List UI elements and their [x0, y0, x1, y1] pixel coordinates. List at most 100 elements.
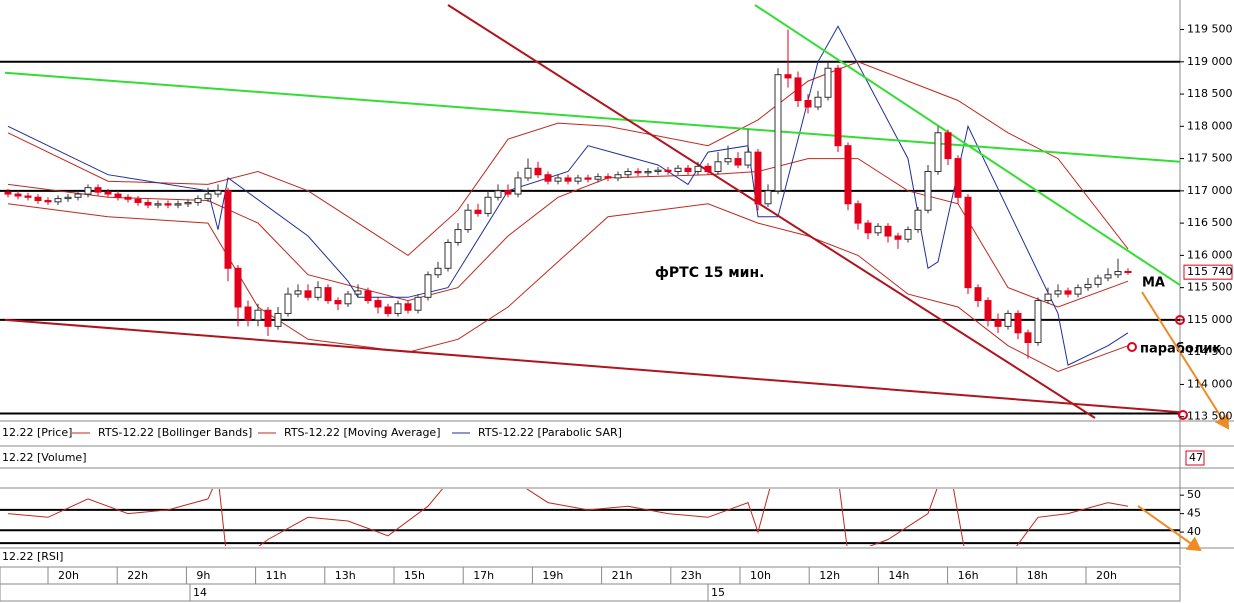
volume-value-box — [1185, 450, 1205, 466]
candle-body — [944, 132, 952, 160]
candle-body — [1124, 271, 1132, 274]
last-price-box — [1183, 264, 1233, 280]
last-price-label: 115 740 — [1187, 265, 1233, 278]
candle-body — [674, 167, 682, 172]
candle-body — [424, 274, 432, 298]
y-tick-label: 119 000 — [1187, 55, 1233, 68]
annotation: параболик — [1140, 342, 1221, 357]
y-tick-label: 115 000 — [1187, 313, 1233, 326]
candle-body — [654, 169, 662, 172]
bollinger-upper — [7, 61, 1129, 257]
candle-body — [604, 176, 612, 179]
day-label: 14 — [193, 586, 207, 599]
candle-body — [514, 177, 522, 195]
candle-body — [884, 225, 892, 237]
candle-body — [1054, 290, 1062, 295]
candle-body — [1014, 312, 1022, 334]
candle-body — [784, 74, 792, 79]
x-tick-label: 9h — [196, 569, 210, 582]
candle-body — [84, 187, 92, 195]
parabolic-sar — [7, 25, 1129, 366]
candle-body — [874, 225, 882, 234]
candle-body — [814, 96, 822, 108]
y-tick-label: 45 — [1187, 507, 1201, 520]
candle-body — [634, 170, 642, 174]
candle-body — [234, 267, 242, 308]
candle-body — [624, 170, 632, 176]
x-tick-label: 22h — [127, 569, 148, 582]
candle-body — [954, 158, 962, 198]
candle-body — [184, 201, 192, 205]
candle-body — [44, 200, 52, 203]
trendline — [4, 318, 1180, 414]
candle-body — [104, 191, 112, 195]
candle-body — [924, 170, 932, 211]
candle-body — [694, 165, 702, 172]
candle-body — [904, 229, 912, 240]
candle-body — [554, 177, 562, 182]
candle-body — [994, 319, 1002, 327]
x-tick-label: 17h — [473, 569, 494, 582]
candle-body — [984, 300, 992, 321]
marker-circle — [1127, 342, 1137, 352]
candle-body — [384, 306, 392, 314]
arrow — [1137, 505, 1202, 552]
candle-body — [934, 132, 942, 172]
candle-body — [854, 203, 862, 224]
candle-body — [544, 174, 552, 182]
candle-body — [4, 191, 12, 195]
y-tick-label: 116 000 — [1187, 248, 1233, 261]
candle-body — [244, 306, 252, 321]
candle-body — [1044, 293, 1052, 302]
candle-body — [174, 203, 182, 206]
candle-body — [764, 190, 772, 205]
candle-body — [724, 158, 732, 163]
candle-body — [594, 176, 602, 180]
candle-body — [1084, 283, 1092, 289]
candle-body — [24, 195, 32, 198]
candle-body — [164, 203, 172, 206]
x-tick-label: 10h — [750, 569, 771, 582]
candle-body — [214, 190, 222, 195]
x-tick-label: 14h — [888, 569, 909, 582]
y-tick-label: 113 500 — [1187, 410, 1233, 423]
candle-body — [1004, 312, 1012, 327]
candle-body — [154, 203, 162, 206]
candle-body — [444, 241, 452, 269]
rsi-label: 12.22 [RSI] — [2, 550, 63, 563]
candle-body — [844, 145, 852, 205]
arrow — [1141, 291, 1230, 430]
candle-body — [194, 198, 202, 203]
candle-body — [254, 309, 262, 321]
marker-circle — [1178, 410, 1188, 420]
candle-body — [64, 196, 72, 200]
candle-body — [364, 290, 372, 302]
candle-body — [754, 151, 762, 205]
candle-body — [404, 303, 412, 311]
candle-body — [644, 170, 652, 174]
candle-body — [834, 67, 842, 147]
candle-body — [744, 151, 752, 166]
candle-body — [824, 67, 832, 98]
candle-body — [314, 287, 322, 298]
candle-body — [324, 287, 332, 302]
candle-body — [1094, 277, 1102, 285]
candle-body — [974, 287, 982, 302]
candle-body — [494, 190, 502, 198]
candle-body — [804, 100, 812, 108]
candle-body — [1104, 274, 1112, 279]
x-tick-label: 16h — [958, 569, 979, 582]
y-tick-label: 119 500 — [1187, 23, 1233, 36]
candle-body — [434, 267, 442, 276]
y-tick-label: 40 — [1187, 525, 1201, 538]
candle-body — [344, 293, 352, 305]
y-tick-label: 50 — [1187, 488, 1201, 501]
y-tick-label: 116 500 — [1187, 216, 1233, 229]
candle-body — [524, 167, 532, 179]
x-tick-label: 23h — [681, 569, 702, 582]
candle-body — [144, 201, 152, 206]
legend-label: RTS-12.22 [Moving Average] — [284, 426, 441, 439]
candle-body — [1064, 290, 1072, 295]
candle-body — [1114, 271, 1122, 276]
price-panel — [0, 4, 1180, 419]
